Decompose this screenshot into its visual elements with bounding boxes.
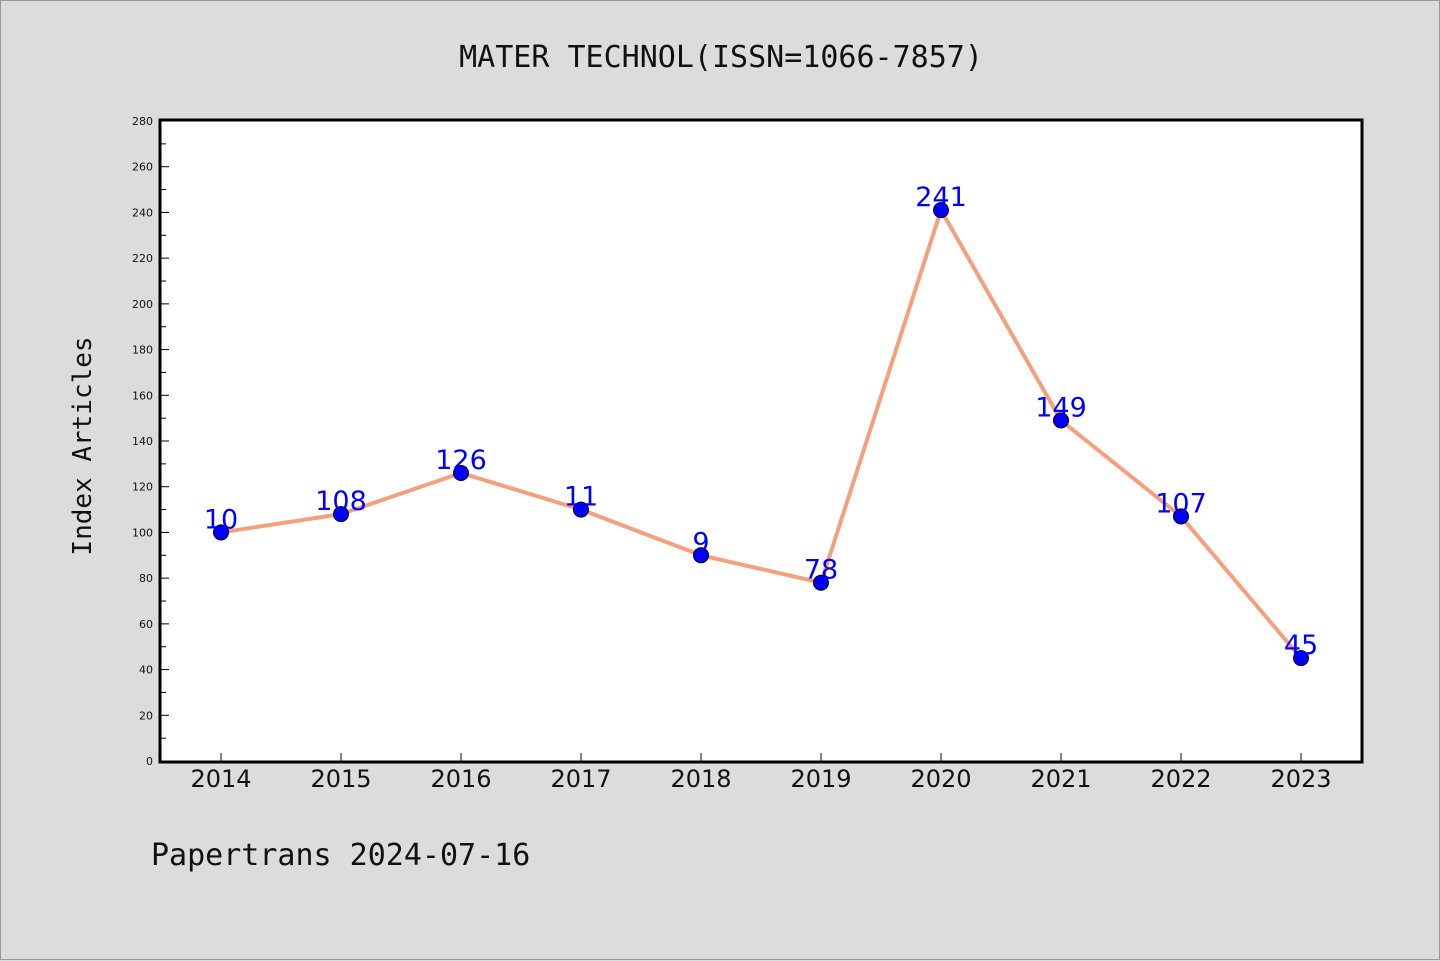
- data-label: 126: [435, 445, 487, 476]
- y-tick-label: 160: [132, 389, 153, 402]
- y-tick-label: 200: [132, 298, 153, 311]
- series-polyline: [220, 208, 1303, 660]
- x-tick-label: 2018: [670, 765, 731, 793]
- y-tick-label: 20: [139, 709, 153, 722]
- y-tick-label: 280: [132, 115, 153, 128]
- data-label: 10: [204, 504, 238, 535]
- data-point: [333, 506, 349, 523]
- x-tick-label: 2016: [430, 765, 491, 793]
- data-label: 9: [692, 527, 709, 558]
- y-tick-label: 180: [132, 344, 153, 357]
- data-point: [453, 465, 469, 481]
- series-line: [220, 208, 1303, 660]
- y-tick-label: 120: [132, 481, 153, 494]
- x-tick-label: 2023: [1270, 765, 1331, 793]
- x-tick-label: 2015: [310, 765, 371, 793]
- data-label: 11: [564, 482, 598, 513]
- y-tick-label: 220: [132, 252, 153, 265]
- y-tick-label: 80: [139, 572, 153, 585]
- x-tick-label: 2019: [790, 765, 851, 793]
- chart-title: MATER TECHNOL(ISSN=1066-7857): [459, 40, 983, 75]
- data-point: [1053, 412, 1069, 429]
- data-point: [1173, 508, 1189, 525]
- data-point: [1293, 650, 1309, 667]
- y-tick-label: 140: [132, 435, 153, 448]
- data-point: [813, 574, 829, 591]
- x-tick-label: 2021: [1030, 765, 1091, 793]
- plot-area: [158, 118, 1364, 764]
- x-tick-label: 2020: [910, 765, 971, 793]
- data-point: [693, 547, 709, 564]
- y-axis: 0 20 40 60 80 100 120 140 160 180 200 220 240 260 280: [132, 115, 169, 768]
- data-labels: 10 108 126 11 9 78 241 149 107 45: [204, 182, 1318, 661]
- data-point: [213, 524, 229, 541]
- data-label: 78: [804, 555, 838, 586]
- data-label: 108: [315, 486, 367, 517]
- y-tick-label: 240: [132, 206, 153, 219]
- x-tick-label: 2017: [550, 765, 611, 793]
- y-tick-label: 100: [132, 526, 153, 539]
- y-tick-label: 260: [132, 161, 153, 174]
- data-label: 241: [915, 182, 967, 213]
- data-point: [933, 202, 949, 219]
- y-tick-label: 40: [139, 664, 153, 677]
- data-label: 149: [1035, 392, 1087, 423]
- x-tick-label: 2022: [1150, 765, 1211, 793]
- data-label: 107: [1155, 488, 1207, 519]
- x-axis: 2014 2015 2016 2017 2018 2019 2020 2021 2022 2023: [190, 753, 1332, 793]
- x-tick-label: 2014: [190, 765, 251, 793]
- footer-credit: Papertrans 2024-07-16: [151, 838, 530, 873]
- y-tick-label: 0: [146, 755, 153, 768]
- data-point: [573, 501, 589, 518]
- series-markers: [213, 202, 1309, 667]
- y-axis-label: Index Articles: [68, 336, 98, 555]
- data-label: 45: [1284, 630, 1318, 661]
- y-tick-label: 60: [139, 618, 153, 631]
